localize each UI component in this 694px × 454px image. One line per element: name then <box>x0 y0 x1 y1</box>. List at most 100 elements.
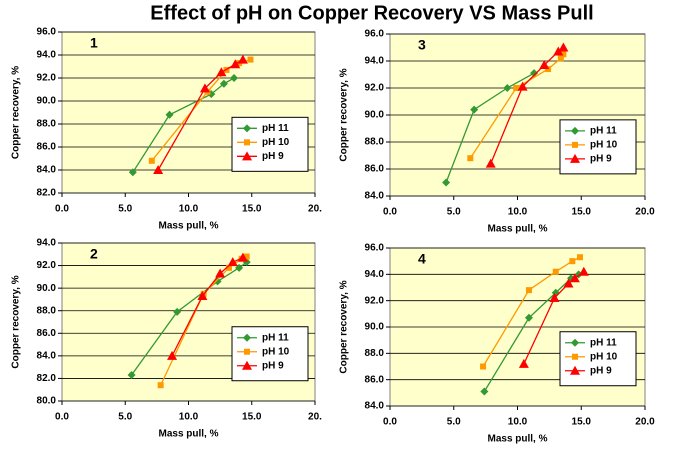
marker <box>242 360 252 370</box>
legend-label: pH 11 <box>262 332 289 343</box>
marker <box>244 139 250 146</box>
marker <box>480 387 489 396</box>
legend-label: pH 10 <box>590 351 618 362</box>
y-tick-label: 92.0 <box>365 83 385 94</box>
marker <box>518 358 529 368</box>
marker <box>237 252 248 262</box>
x-tick-label: 5.0 <box>447 207 461 218</box>
y-tick-label: 92.0 <box>37 73 57 84</box>
marker <box>242 151 252 161</box>
y-tick-label: 96.0 <box>37 27 57 38</box>
legend-label: pH 11 <box>262 123 289 134</box>
marker <box>578 266 589 276</box>
marker <box>165 110 174 119</box>
x-tick-label: 20.0 <box>635 207 655 218</box>
marker <box>513 85 520 91</box>
x-tick-label: 0.0 <box>383 207 397 218</box>
marker <box>230 74 239 82</box>
marker <box>467 155 474 162</box>
y-tick-label: 96.0 <box>365 243 385 254</box>
marker <box>570 365 580 375</box>
marker <box>225 264 232 271</box>
marker <box>227 257 238 267</box>
legend-label: pH 9 <box>262 360 284 371</box>
marker <box>552 268 559 275</box>
marker <box>524 313 533 322</box>
y-tick-label: 86.0 <box>37 142 57 153</box>
marker <box>530 69 539 78</box>
legend-label: pH 11 <box>590 126 617 137</box>
y-tick-label: 94.0 <box>37 50 57 61</box>
y-tick-label: 84.0 <box>37 165 57 176</box>
y-tick-label: 88.0 <box>365 137 385 148</box>
x-tick-label: 0.0 <box>383 417 397 428</box>
x-tick-label: 20. <box>308 204 322 215</box>
panel-label: 3 <box>418 37 426 53</box>
marker <box>216 67 227 77</box>
legend-label: pH 10 <box>590 140 618 151</box>
panel-label: 2 <box>90 246 98 262</box>
y-tick-label: 90.0 <box>37 96 57 107</box>
x-tick-label: 0.0 <box>55 204 69 215</box>
marker <box>553 46 564 56</box>
marker <box>563 278 574 288</box>
marker <box>230 59 241 69</box>
y-tick-label: 94.0 <box>365 269 385 280</box>
x-tick-label: 5.0 <box>118 204 132 215</box>
marker <box>572 353 578 360</box>
y-tick-label: 86.0 <box>365 374 385 385</box>
marker <box>470 105 479 114</box>
marker <box>571 126 579 135</box>
marker <box>558 42 569 52</box>
marker <box>243 253 250 260</box>
marker <box>442 178 451 187</box>
y-tick-label: 88.0 <box>365 348 385 359</box>
y-tick-label: 92.0 <box>37 260 57 271</box>
x-axis-label: Mass pull, % <box>487 224 547 235</box>
marker <box>545 66 552 73</box>
y-axis-label: Copper recovery, % <box>339 68 350 161</box>
marker <box>173 307 182 316</box>
x-tick-label: 5.0 <box>118 412 132 423</box>
marker <box>157 382 164 389</box>
marker <box>549 293 560 303</box>
y-tick-label: 86.0 <box>37 328 57 339</box>
y-axis-label: Copper recovery, % <box>11 275 22 368</box>
marker <box>237 54 248 64</box>
y-tick-label: 84.0 <box>365 191 385 202</box>
marker <box>243 124 251 133</box>
marker <box>525 287 532 294</box>
marker <box>571 338 579 347</box>
marker <box>153 165 164 174</box>
legend-label: pH 11 <box>590 337 617 348</box>
marker <box>517 81 528 91</box>
y-tick-label: 82.0 <box>37 373 57 384</box>
y-axis-label: Copper recovery, % <box>11 66 22 159</box>
x-tick-label: 20.0 <box>635 417 655 428</box>
legend-label: pH 9 <box>262 151 284 162</box>
marker <box>480 363 487 370</box>
y-tick-label: 94.0 <box>37 238 57 249</box>
x-tick-label: 10.0 <box>508 207 528 218</box>
marker <box>569 258 576 265</box>
y-tick-label: 82.0 <box>37 188 57 199</box>
y-tick-label: 94.0 <box>365 56 385 67</box>
y-tick-label: 90.0 <box>365 322 385 333</box>
y-axis-label: Copper recovery, % <box>339 280 350 373</box>
x-tick-label: 5.0 <box>447 417 461 428</box>
marker <box>539 60 550 70</box>
y-tick-label: 92.0 <box>365 295 385 306</box>
y-tick-label: 96.0 <box>365 29 385 40</box>
x-axis-label: Mass pull, % <box>158 429 218 440</box>
marker <box>570 153 580 163</box>
x-axis-label: Mass pull, % <box>158 221 218 232</box>
x-tick-label: 10.0 <box>179 412 199 423</box>
x-tick-label: 0.0 <box>55 412 69 423</box>
y-tick-label: 80.0 <box>37 396 57 407</box>
marker <box>244 348 250 355</box>
marker <box>557 55 564 62</box>
marker <box>148 157 155 164</box>
series-line <box>445 72 535 183</box>
y-tick-label: 90.0 <box>37 283 57 294</box>
